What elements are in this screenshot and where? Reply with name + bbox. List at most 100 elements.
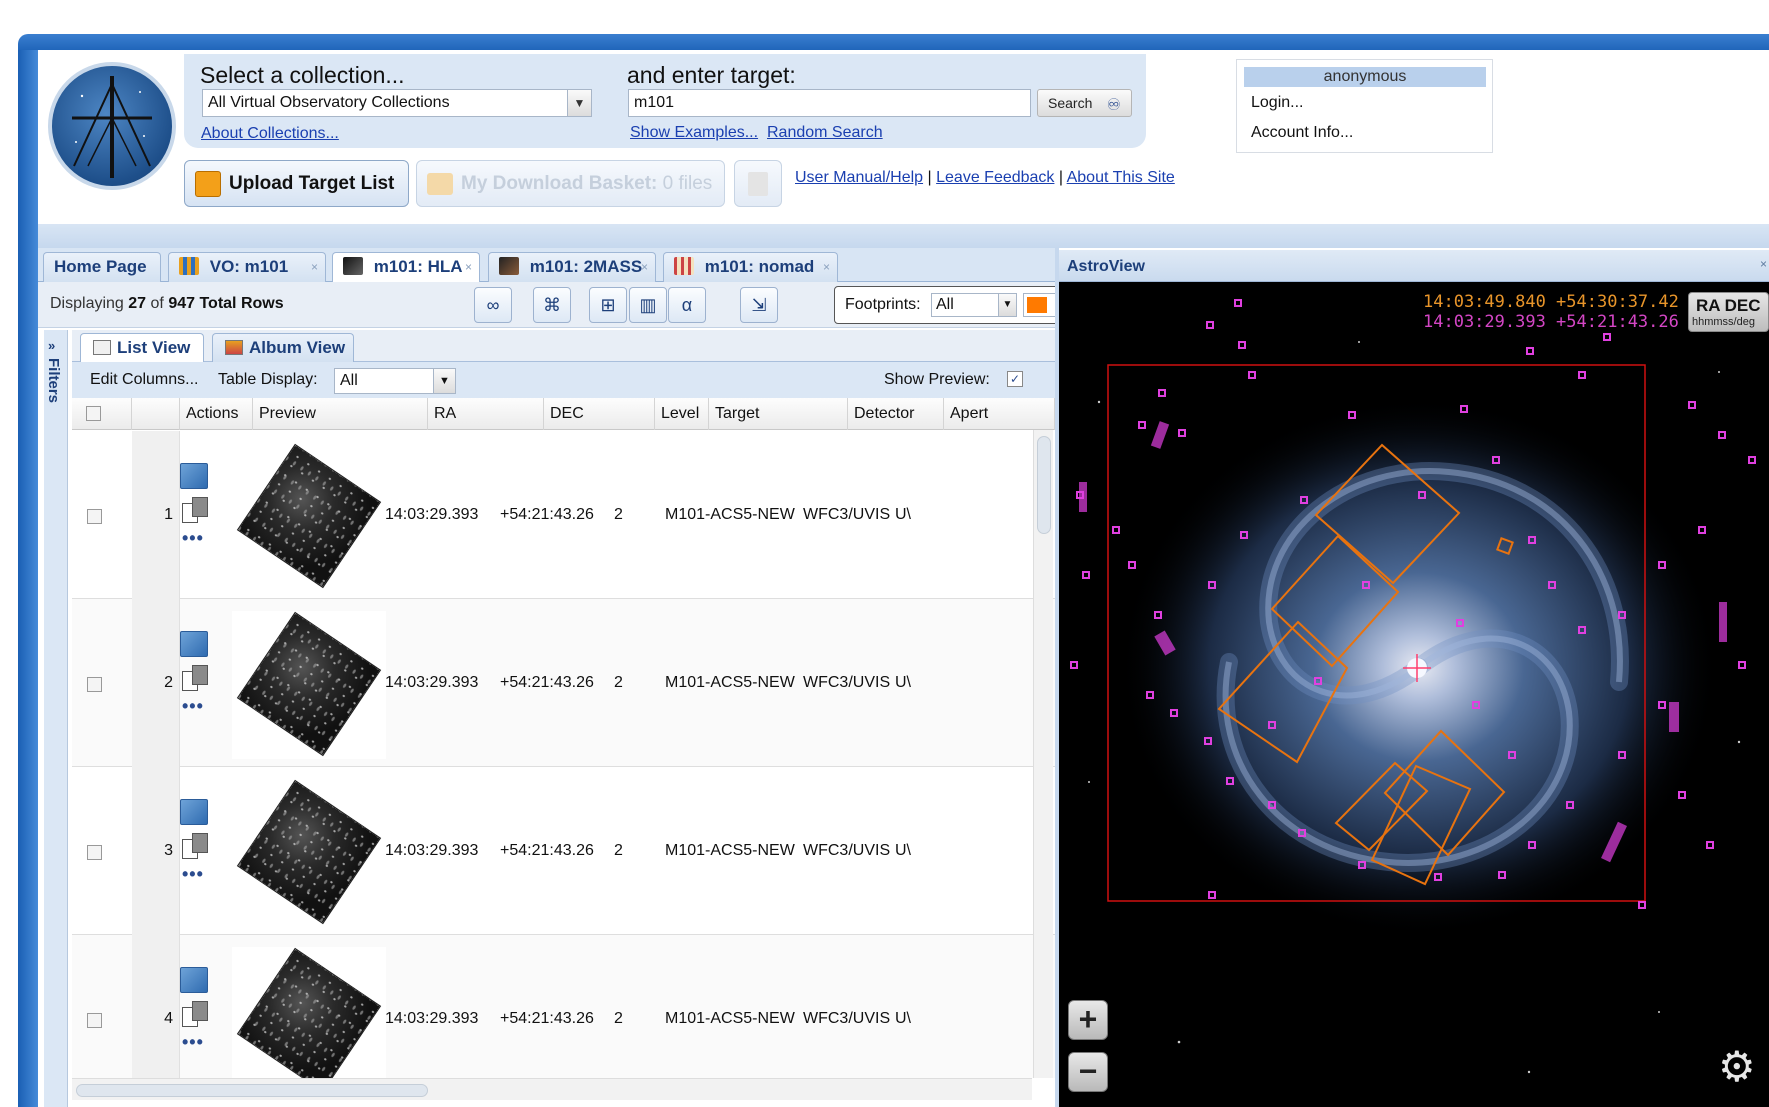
footprints-label: Footprints: bbox=[845, 296, 921, 313]
help-links: User Manual/Help | Leave Feedback | Abou… bbox=[795, 169, 1175, 187]
gear-icon[interactable]: ⚙ bbox=[1718, 1043, 1756, 1090]
scatter-plot-icon: ⊞ bbox=[600, 295, 616, 315]
table-row[interactable]: 3 ••• 14:03:29.393 +54:21:43.26 2 M101-A… bbox=[72, 767, 1055, 935]
collection-select[interactable]: All Virtual Observatory Collections ▼ bbox=[202, 89, 592, 117]
panel-splitter[interactable] bbox=[1055, 248, 1059, 1107]
show-preview-checkbox[interactable]: ✓ bbox=[1007, 371, 1023, 387]
target-input[interactable]: m101 bbox=[628, 89, 1031, 117]
coordinate-format-button[interactable]: RA DEC hhmmss/deg bbox=[1688, 292, 1769, 332]
user-manual-link[interactable]: User Manual/Help bbox=[795, 169, 924, 186]
more-options-icon[interactable]: ••• bbox=[182, 696, 204, 716]
about-collections-link[interactable]: About Collections... bbox=[201, 125, 339, 142]
select-all-checkbox[interactable] bbox=[86, 406, 101, 421]
basket-icon bbox=[427, 173, 453, 195]
zoom-in-button[interactable]: + bbox=[1068, 1000, 1108, 1040]
close-icon[interactable]: × bbox=[310, 260, 318, 274]
tab-album-view[interactable]: Album View bbox=[212, 333, 354, 362]
random-search-link[interactable]: Random Search bbox=[767, 124, 883, 141]
table-horizontal-scrollbar[interactable] bbox=[72, 1078, 1032, 1100]
cell-ra: 14:03:29.393 bbox=[385, 506, 479, 523]
header-level[interactable]: Level bbox=[655, 398, 709, 430]
close-icon[interactable]: × bbox=[640, 260, 648, 274]
row-checkbox[interactable] bbox=[87, 845, 102, 860]
sky-viewer[interactable] bbox=[1059, 282, 1769, 1107]
astroview-header: AstroView × bbox=[1059, 250, 1769, 282]
more-options-icon[interactable]: ••• bbox=[182, 1032, 204, 1052]
tab-list-view[interactable]: List View bbox=[80, 333, 204, 362]
scroll-thumb[interactable] bbox=[76, 1084, 428, 1097]
header-dec[interactable]: DEC bbox=[544, 398, 655, 430]
more-options-icon[interactable]: ••• bbox=[182, 528, 204, 548]
preview-thumbnail[interactable] bbox=[232, 779, 386, 927]
zoom-out-button[interactable]: − bbox=[1068, 1052, 1108, 1092]
export-button[interactable]: ⇲ bbox=[740, 287, 778, 323]
preview-thumbnail[interactable] bbox=[232, 947, 386, 1078]
close-icon[interactable]: × bbox=[464, 260, 472, 274]
chevron-down-icon[interactable]: ▼ bbox=[567, 90, 591, 116]
login-menu-item[interactable]: Login... bbox=[1251, 94, 1304, 111]
edit-icon[interactable] bbox=[180, 631, 208, 657]
header-preview[interactable]: Preview bbox=[253, 398, 428, 430]
tab-home-page[interactable]: Home Page bbox=[43, 252, 161, 282]
mast-logo[interactable] bbox=[48, 62, 176, 190]
edit-icon[interactable] bbox=[180, 463, 208, 489]
preview-thumbnail[interactable] bbox=[232, 443, 386, 591]
compare-icon[interactable] bbox=[182, 497, 210, 523]
link-button[interactable]: ∞ bbox=[474, 287, 512, 323]
compare-icon[interactable] bbox=[182, 665, 210, 691]
leave-feedback-link[interactable]: Leave Feedback bbox=[936, 169, 1055, 186]
cell-aperture: U\ bbox=[895, 842, 911, 859]
chevron-down-icon[interactable]: ▼ bbox=[998, 294, 1016, 316]
cell-level: 2 bbox=[614, 506, 623, 523]
tab-m101-2mass[interactable]: m101: 2MASS × bbox=[488, 252, 656, 282]
show-examples-link[interactable]: Show Examples... bbox=[630, 124, 759, 141]
close-icon[interactable]: × bbox=[1759, 257, 1767, 271]
header-actions[interactable]: Actions bbox=[180, 398, 253, 430]
table-row[interactable]: 2 ••• 14:03:29.393 +54:21:43.26 2 M101-A… bbox=[72, 599, 1055, 767]
table-vertical-scrollbar[interactable] bbox=[1033, 430, 1053, 1078]
footprints-select[interactable]: All ▼ bbox=[931, 293, 1017, 317]
plot-button[interactable]: ⊞ bbox=[589, 287, 627, 323]
edit-icon[interactable] bbox=[180, 799, 208, 825]
compare-icon[interactable] bbox=[182, 833, 210, 859]
edit-columns-button[interactable]: Edit Columns... bbox=[90, 371, 199, 388]
account-info-menu-item[interactable]: Account Info... bbox=[1251, 124, 1354, 141]
table-row[interactable]: 1 ••• 14:03:29.393 +54:21:43.26 2 M101-A… bbox=[72, 431, 1055, 599]
tab-m101-hla[interactable]: m101: HLA × bbox=[332, 252, 480, 283]
upload-target-list-button[interactable]: Upload Target List bbox=[184, 160, 409, 207]
edit-icon[interactable] bbox=[180, 967, 208, 993]
header-aperture[interactable]: Apert bbox=[944, 398, 1055, 430]
view-tab-bar: List View Album View bbox=[72, 330, 1055, 362]
row-checkbox[interactable] bbox=[87, 677, 102, 692]
expand-icon[interactable]: » bbox=[48, 338, 56, 353]
cell-target: M101-ACS5-NEW bbox=[665, 506, 795, 523]
more-options-icon[interactable]: ••• bbox=[182, 864, 204, 884]
header-detector[interactable]: Detector bbox=[848, 398, 944, 430]
cell-ra: 14:03:29.393 bbox=[385, 842, 479, 859]
table-row[interactable]: 4 ••• 14:03:29.393 +54:21:43.26 2 M101-A… bbox=[72, 935, 1055, 1078]
search-button[interactable]: Search ♾ bbox=[1037, 89, 1132, 117]
table-display-label: Table Display: bbox=[218, 371, 318, 388]
zoom-to-button[interactable]: ⌘ bbox=[533, 287, 571, 323]
tab-m101-nomad[interactable]: m101: nomad × bbox=[663, 252, 838, 282]
tab-label: VO: m101 bbox=[209, 257, 289, 276]
download-basket-button[interactable]: My Download Basket: 0 files bbox=[416, 160, 725, 207]
tab-vo-m101[interactable]: VO: m101 × bbox=[168, 252, 326, 282]
hla-footprints bbox=[1217, 443, 1514, 886]
color-swatch bbox=[1027, 297, 1047, 313]
header-ra[interactable]: RA bbox=[428, 398, 544, 430]
columns-button[interactable]: ▥ bbox=[629, 287, 667, 323]
about-site-link[interactable]: About This Site bbox=[1066, 169, 1175, 186]
close-icon[interactable]: × bbox=[822, 260, 830, 274]
coordinates-button[interactable]: α bbox=[668, 287, 706, 323]
chevron-down-icon[interactable]: ▼ bbox=[433, 369, 455, 393]
compare-icon[interactable] bbox=[182, 1001, 210, 1027]
preview-thumbnail[interactable] bbox=[232, 611, 386, 759]
clear-basket-button[interactable] bbox=[734, 160, 782, 207]
row-checkbox[interactable] bbox=[87, 1013, 102, 1028]
table-display-select[interactable]: All ▼ bbox=[334, 368, 456, 394]
row-checkbox[interactable] bbox=[87, 509, 102, 524]
scroll-thumb[interactable] bbox=[1037, 436, 1051, 534]
filters-panel[interactable]: » Filters bbox=[44, 330, 68, 1107]
header-target[interactable]: Target bbox=[709, 398, 848, 430]
